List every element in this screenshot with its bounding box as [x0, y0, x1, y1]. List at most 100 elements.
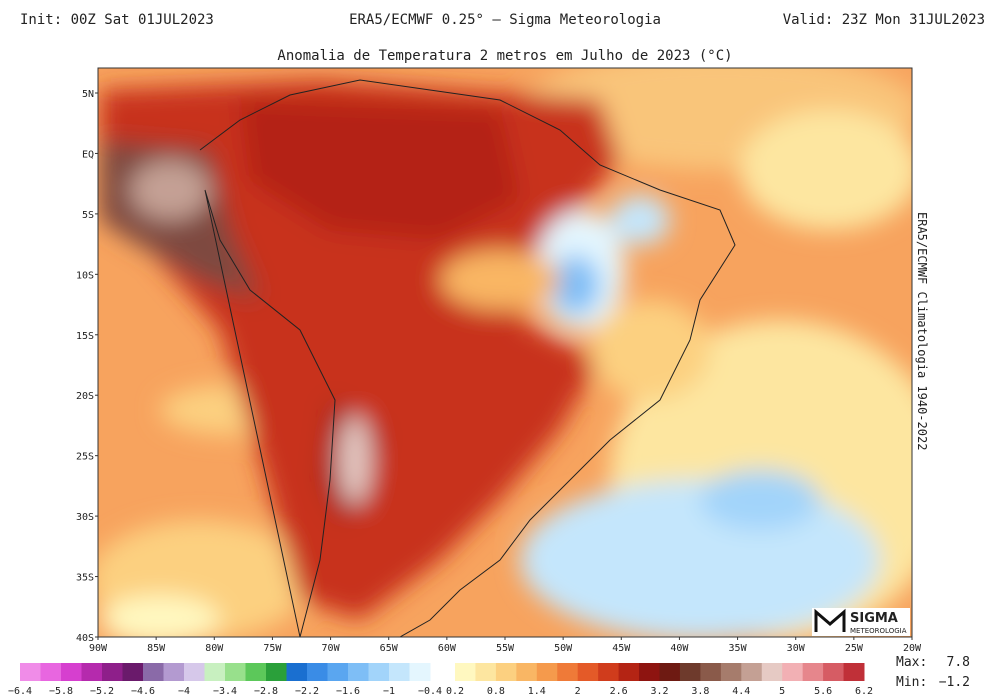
colorbar-label: −1 [383, 686, 395, 697]
lon-label: 70W [322, 643, 341, 654]
lat-label: 10S [76, 270, 94, 281]
colorbar-label: 2 [575, 686, 581, 697]
logo-icon [814, 608, 846, 632]
colorbar-label: 2.6 [610, 686, 628, 697]
colorbar-swatch [286, 663, 308, 681]
colorbar-swatch [659, 663, 681, 681]
colorbar-swatch [598, 663, 620, 681]
map-title: Anomalia de Temperatura 2 metros em Julh… [277, 48, 732, 64]
colorbar-swatch [368, 663, 390, 681]
colorbar-swatch [163, 663, 185, 681]
lat-label: 30S [76, 512, 94, 523]
lon-label: 55W [496, 643, 515, 654]
max-value: 7.8 [947, 655, 970, 670]
colorbar-swatch [245, 663, 267, 681]
lon-label: 45W [612, 643, 631, 654]
colorbar-label: −4.6 [131, 686, 155, 697]
colorbar-label: −4 [178, 686, 190, 697]
colorbar-swatch [823, 663, 845, 681]
colorbar-swatch [843, 663, 865, 681]
colorbar-swatch [204, 663, 226, 681]
colorbar-swatch [495, 663, 517, 681]
lon-label: 40W [670, 643, 689, 654]
lat-label: 35S [76, 573, 94, 584]
colorbar-swatch [184, 663, 205, 681]
colorbar: −6.4 −5.8 −5.2 −4.6 −4 −3.4 −2.8 −2.2 −1.6 −1 −0.4… [8, 663, 873, 697]
colorbar-swatch [536, 663, 558, 681]
lon-label: 65W [380, 643, 399, 654]
logo: SIGMA METEOROLOGIA [812, 608, 910, 636]
map-field [98, 68, 912, 637]
min-value: −1.2 [939, 675, 970, 690]
colorbar-label: −0.4 [418, 686, 442, 697]
colorbar-label: 5 [779, 686, 785, 697]
lon-label: 50W [554, 643, 573, 654]
colorbar-swatch [122, 663, 144, 681]
colorbar-swatch [455, 663, 476, 681]
lon-label: 35W [729, 643, 748, 654]
lat-label: 5S [82, 210, 94, 221]
colorbar-swatch [81, 663, 103, 681]
colorbar-label: 1.4 [528, 686, 546, 697]
colorbar-label: 3.2 [650, 686, 668, 697]
colorbar-label: 3.8 [691, 686, 709, 697]
colorbar-label: −2.2 [295, 686, 319, 697]
colorbar-swatch [679, 663, 701, 681]
lon-label: 75W [263, 643, 282, 654]
colorbar-label: −6.4 [8, 686, 32, 697]
colorbar-label: 5.6 [814, 686, 832, 697]
logo-name: SIGMA [850, 611, 898, 626]
lat-label: 15S [76, 331, 94, 342]
lon-label: 20W [903, 643, 922, 654]
colorbar-swatch [307, 663, 328, 681]
colorbar-label: 0.8 [487, 686, 505, 697]
colorbar-swatch [577, 663, 599, 681]
lon-label: 60W [438, 643, 457, 654]
colorbar-label: 6.2 [855, 686, 873, 697]
colorbar-swatch [639, 663, 660, 681]
colorbar-label: 0.2 [446, 686, 464, 697]
colorbar-swatch [102, 663, 123, 681]
lat-label: 20S [76, 391, 94, 402]
header-center: ERA5/ECMWF 0.25° — Sigma Meteorologia [349, 12, 661, 28]
colorbar-label: −5.2 [90, 686, 114, 697]
side-label: ERA5/ECMWF Climatologia 1940-2022 [915, 212, 929, 450]
colorbar-swatch [741, 663, 763, 681]
colorbar-swatch [143, 663, 164, 681]
colorbar-swatch [802, 663, 824, 681]
colorbar-swatch [782, 663, 804, 681]
lat-label: 40S [76, 633, 94, 644]
colorbar-swatch [516, 663, 538, 681]
lon-label: 90W [89, 643, 108, 654]
colorbar-swatch [20, 663, 41, 681]
lat-label: 5N [82, 89, 94, 100]
colorbar-swatch [61, 663, 82, 681]
colorbar-swatch [389, 663, 410, 681]
colorbar-label: −3.4 [213, 686, 237, 697]
colorbar-swatch [40, 663, 62, 681]
lon-label: 80W [205, 643, 224, 654]
min-label: Min: [896, 675, 927, 690]
colorbar-swatch [327, 663, 349, 681]
header-left: Init: 00Z Sat 01JUL2023 [20, 12, 214, 28]
colorbar-swatch [761, 663, 783, 681]
lat-label: EQ [82, 149, 94, 160]
colorbar-swatch [700, 663, 722, 681]
colorbar-swatch [266, 663, 287, 681]
header-right: Valid: 23Z Mon 31JUL2023 [783, 12, 985, 28]
colorbar-swatch [557, 663, 579, 681]
colorbar-swatch [618, 663, 640, 681]
logo-sub: METEOROLOGIA [850, 627, 907, 635]
lat-label: 25S [76, 452, 94, 463]
colorbar-swatch [225, 663, 246, 681]
colorbar-swatch [475, 663, 497, 681]
colorbar-swatch [348, 663, 369, 681]
colorbar-label: 4.4 [732, 686, 750, 697]
max-label: Max: [896, 655, 927, 670]
lon-label: 30W [787, 643, 806, 654]
colorbar-swatch [720, 663, 742, 681]
lon-label: 25W [845, 643, 864, 654]
lon-label: 85W [147, 643, 166, 654]
